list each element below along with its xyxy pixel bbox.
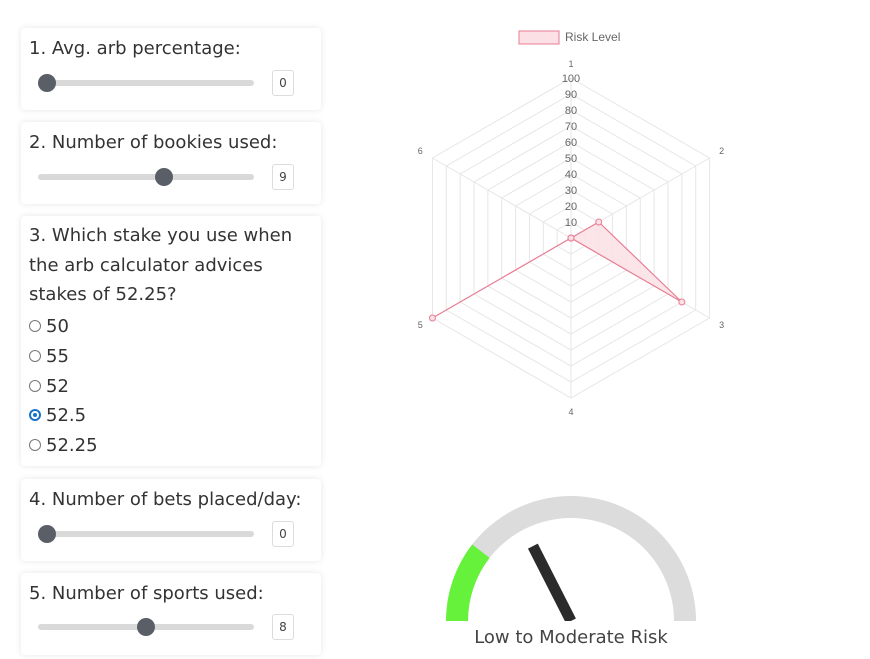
risk-radar-chart: 10 20 30 40 50 60 70 80 90 100 1 2 3 4 5 6 Risk Level — [395, 20, 745, 430]
radar-point-3 — [678, 298, 686, 306]
gauge-svg: Low to Moderate Risk — [430, 496, 715, 655]
stake-option-50[interactable]: 50 — [29, 315, 69, 337]
question-2-title: 2. Number of bookies used: — [29, 132, 278, 153]
radar-tick-label: 100 — [562, 73, 580, 85]
question-card-5: 5. Number of sports used: 8 — [21, 573, 321, 655]
radio-icon[interactable] — [29, 350, 41, 362]
radar-tick-label: 30 — [565, 185, 577, 197]
sports-slider[interactable] — [38, 618, 254, 636]
radar-legend[interactable]: Risk Level — [518, 30, 620, 45]
question-card-1: 1. Avg. arb percentage: 0 — [21, 28, 321, 110]
stake-option-label: 52.25 — [46, 434, 98, 456]
arb-percentage-slider-thumb[interactable] — [38, 74, 56, 92]
arb-percentage-slider[interactable] — [38, 74, 254, 92]
radar-point-6 — [567, 234, 575, 242]
stake-option-label: 50 — [46, 315, 69, 337]
gauge-label: Low to Moderate Risk — [474, 627, 668, 648]
radar-tick-label: 60 — [565, 137, 577, 149]
radar-tick-label: 20 — [565, 201, 577, 213]
arb-percentage-value[interactable]: 0 — [272, 70, 294, 96]
bets-per-day-value[interactable]: 0 — [272, 521, 294, 547]
radio-checked-icon[interactable] — [29, 409, 41, 421]
radar-category-label-6: 6 — [418, 146, 423, 156]
stake-option-label: 52 — [46, 375, 69, 397]
radar-category-label-3: 3 — [719, 320, 724, 330]
radio-icon[interactable] — [29, 380, 41, 392]
stake-option-label: 55 — [46, 345, 69, 367]
bookies-slider-thumb[interactable] — [154, 168, 173, 186]
bookies-value[interactable]: 9 — [272, 164, 294, 190]
radio-icon[interactable] — [29, 439, 41, 451]
question-card-3: 3. Which stake you use when the arb calc… — [21, 216, 321, 466]
radar-category-label-5: 5 — [418, 320, 423, 330]
radar-tick-label: 40 — [565, 169, 577, 181]
radar-category-label-2: 2 — [719, 146, 724, 156]
radar-tick-label: 80 — [565, 105, 577, 117]
bets-per-day-slider-thumb[interactable] — [38, 525, 56, 543]
sports-slider-thumb[interactable] — [137, 618, 155, 636]
stake-option-52[interactable]: 52 — [29, 375, 69, 397]
stake-option-52-25[interactable]: 52.25 — [29, 434, 98, 456]
radar-tick-label: 10 — [565, 217, 577, 229]
stake-option-55[interactable]: 55 — [29, 345, 69, 367]
question-3-title-line-3: stakes of 52.25? — [29, 284, 177, 305]
radar-spoke — [432, 157, 572, 239]
radio-icon[interactable] — [29, 320, 41, 332]
legend-swatch — [518, 30, 560, 45]
question-3-title-line-2: the arb calculator advices — [29, 255, 263, 276]
radar-point-5 — [428, 314, 436, 322]
bets-per-day-slider[interactable] — [38, 525, 254, 543]
radar-series-area — [432, 221, 683, 319]
question-card-4: 4. Number of bets placed/day: 0 — [21, 479, 321, 561]
legend-label: Risk Level — [565, 30, 620, 44]
radar-tick-label: 70 — [565, 121, 577, 133]
sports-value[interactable]: 8 — [272, 614, 294, 640]
gauge-fill — [446, 544, 490, 621]
gauge-track — [446, 496, 696, 621]
radar-tick-label: 90 — [565, 89, 577, 101]
radar-tick-label: 50 — [565, 153, 577, 165]
question-1-title: 1. Avg. arb percentage: — [29, 38, 241, 59]
radar-svg: 10 20 30 40 50 60 70 80 90 100 1 2 3 4 5 6 Risk Level — [418, 30, 724, 417]
radar-category-label-1: 1 — [568, 59, 573, 69]
question-3-title-line-1: 3. Which stake you use when — [29, 225, 293, 246]
gauge-baseline-mask — [430, 621, 715, 655]
radar-category-label-4: 4 — [568, 407, 573, 417]
risk-gauge: Low to Moderate Risk — [430, 480, 715, 655]
stake-option-52-5[interactable]: 52.5 — [29, 404, 86, 426]
stake-option-label: 52.5 — [46, 404, 87, 426]
gauge-needle — [527, 543, 576, 624]
question-5-title: 5. Number of sports used: — [29, 583, 264, 604]
question-card-2: 2. Number of bookies used: 9 — [21, 122, 321, 204]
radar-point-2 — [595, 218, 603, 226]
bookies-slider[interactable] — [38, 168, 254, 186]
question-4-title: 4. Number of bets placed/day: — [29, 489, 302, 510]
